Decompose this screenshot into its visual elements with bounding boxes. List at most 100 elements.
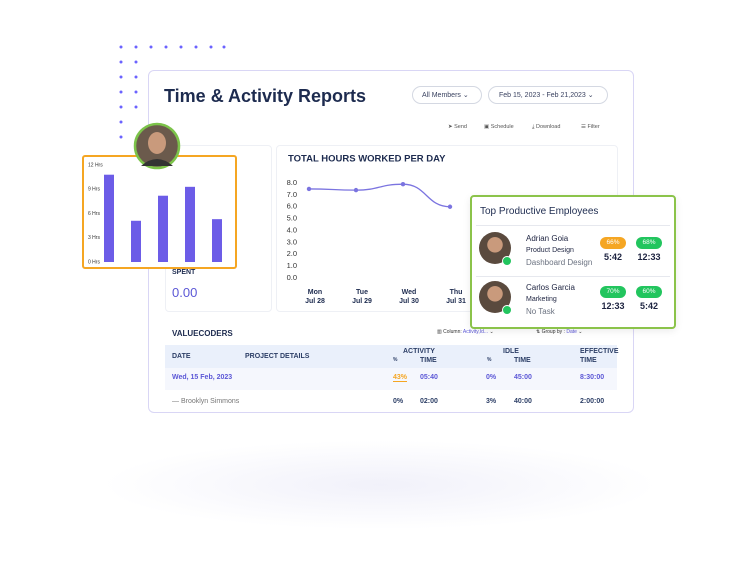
time-value: 5:42 <box>639 301 658 311</box>
header-cell: TIME <box>420 357 437 364</box>
point <box>447 204 453 209</box>
y-tick-label: 12 Hrs <box>88 162 103 168</box>
point <box>353 187 359 193</box>
y-tick-label: 8.0 <box>287 178 297 187</box>
time-value: 12:33 <box>637 252 661 262</box>
table-cell: 40:00 <box>514 398 532 405</box>
filter-button[interactable]: ☰ Filter <box>581 124 600 130</box>
bar <box>104 174 114 262</box>
column-value: Activity,Id... <box>462 329 489 335</box>
y-tick-label: 5.0 <box>287 214 297 223</box>
y-tick-label: 0 Hrs <box>88 259 100 265</box>
time-value: 12:33 <box>601 301 625 311</box>
page-title: Time & Activity Reports <box>164 86 367 106</box>
x-tick-label: Thu <box>450 289 463 296</box>
header-cell: EFFECTIVE <box>580 348 619 355</box>
y-tick-label: 3.0 <box>287 237 297 246</box>
x-tick-label: Tue <box>356 289 368 296</box>
table-cell: 05:40 <box>420 374 438 381</box>
group-label: Group by : <box>541 329 565 335</box>
header-cell: IDLE <box>503 348 519 355</box>
table-cell: 0% <box>393 398 404 405</box>
y-tick-label: 6 Hrs <box>88 211 100 217</box>
employees-title: Top Productive Employees <box>480 206 599 217</box>
members-dropdown[interactable]: All Members ⌄ <box>412 86 482 104</box>
table-cell: 2:00:00 <box>580 398 605 405</box>
employee-role: Product Design <box>526 247 574 254</box>
y-tick-label: 0.0 <box>287 273 297 282</box>
x-tick-date: Jul 29 <box>352 298 372 305</box>
download-label: Download <box>535 124 561 130</box>
table-cell: 43% <box>393 374 408 382</box>
y-tick-label: 2.0 <box>287 249 297 258</box>
send-label: Send <box>454 124 467 130</box>
filter-label: Filter <box>587 124 600 130</box>
send-button[interactable]: ➤ Send <box>448 124 467 130</box>
y-tick-label: 1.0 <box>287 261 297 270</box>
group-selector[interactable]: ⇅ Group by : Date ⌄ <box>536 329 583 335</box>
table-header-row <box>165 345 617 368</box>
pct-pill: 68% <box>636 237 662 249</box>
time-value: 5:42 <box>603 252 622 262</box>
table-row-highlight <box>165 368 617 390</box>
column-selector[interactable]: ▥ Column: Activity,Id... ⌄ <box>437 329 494 335</box>
line-series <box>308 183 451 208</box>
chart-title: TOTAL HOURS WORKED PER DAY <box>288 154 446 165</box>
divider <box>476 225 670 226</box>
bar <box>185 186 195 262</box>
schedule-label: Schedule <box>490 124 514 130</box>
bar <box>158 195 168 262</box>
point <box>306 186 312 192</box>
bar <box>212 219 222 262</box>
table-cell: Wed, 15 Feb, 2023 <box>172 374 233 381</box>
table-title: VALUECODERS <box>172 329 233 338</box>
avatar <box>133 122 181 170</box>
status-dot <box>502 305 512 315</box>
y-tick-label: 7.0 <box>287 190 297 199</box>
bar <box>131 220 141 262</box>
employee-task: No Task <box>526 307 555 316</box>
table-cell: 0% <box>486 374 497 381</box>
employee-name: Adrian Goia <box>526 234 569 243</box>
table-cell: 8:30:00 <box>580 374 605 381</box>
table-cell: 02:00 <box>420 398 438 405</box>
summary-label: SPENT <box>172 269 196 276</box>
date-dropdown[interactable]: Feb 15, 2023 - Feb 21,2023 ⌄ <box>488 86 608 104</box>
header-cell: PROJECT DETAILS <box>245 353 310 360</box>
column-label: Column: <box>443 329 462 335</box>
header-cell: TIME <box>514 357 531 364</box>
employee-name: Carlos Garcia <box>526 283 575 292</box>
status-dot <box>502 256 512 266</box>
shadow <box>100 440 660 530</box>
y-tick-label: 3 Hrs <box>88 235 100 241</box>
header-cell: % <box>487 357 492 363</box>
x-tick-date: Jul 30 <box>399 298 419 305</box>
point <box>400 181 406 187</box>
dot-pattern <box>119 45 226 139</box>
table-cell: — Brooklyn Simmons <box>172 398 240 405</box>
download-button[interactable]: ⤓ Download <box>532 124 561 130</box>
bar-chart: 0 Hrs 3 Hrs 6 Hrs 9 Hrs 12 Hrs <box>88 162 222 265</box>
pct-pill: 70% <box>600 286 626 298</box>
employee-task: Dashboard Design <box>526 258 593 267</box>
x-tick-label: Mon <box>308 289 322 296</box>
employee-role: Marketing <box>526 296 557 303</box>
x-tick-date: Jul 28 <box>305 298 325 305</box>
group-value: Date <box>566 329 577 335</box>
x-tick-label: Wed <box>402 289 417 296</box>
divider <box>476 276 670 277</box>
summary-value: 0.00 <box>172 285 198 300</box>
date-label: Feb 15, 2023 - Feb 21,2023 <box>499 92 586 99</box>
header-cell: TIME <box>580 357 597 364</box>
pct-pill: 60% <box>636 286 662 298</box>
pct-pill: 66% <box>600 237 626 249</box>
y-tick-label: 6.0 <box>287 202 297 211</box>
x-tick-date: Jul 31 <box>446 298 466 305</box>
schedule-button[interactable]: ▣ Schedule <box>484 124 514 130</box>
y-tick-label: 4.0 <box>287 225 297 234</box>
header-cell: DATE <box>172 353 191 360</box>
table-cell: 3% <box>486 398 497 405</box>
line-chart: TOTAL HOURS WORKED PER DAY 0.0 1.0 2.0 3.0 4… <box>287 154 466 305</box>
members-label: All Members <box>422 92 461 99</box>
